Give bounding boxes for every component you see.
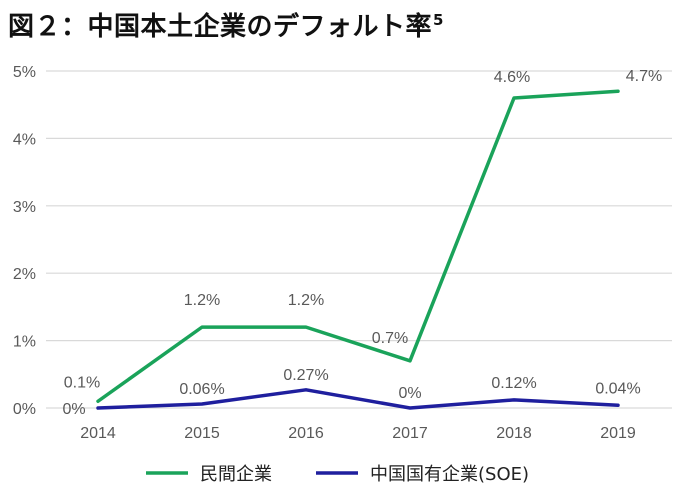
data-label-soe: 0% [62, 401, 85, 418]
data-label-soe: 0.27% [283, 367, 328, 384]
title-footnote-mark: 5 [433, 11, 444, 30]
data-label-private: 1.2% [184, 292, 220, 309]
data-label-private: 0.1% [64, 374, 100, 391]
data-label-soe: 0.04% [595, 380, 640, 397]
data-label-private: 4.6% [494, 69, 530, 86]
y-tick-label: 3% [13, 199, 36, 216]
series-lines [96, 89, 620, 410]
data-label-soe: 0.06% [179, 381, 224, 398]
data-label-soe: 0.12% [491, 375, 536, 392]
y-tick-label: 5% [13, 64, 36, 81]
y-tick-label: 0% [13, 401, 36, 418]
y-axis-ticks: 0% 1% 2% 3% 4% 5% [13, 64, 36, 418]
data-label-private: 1.2% [288, 292, 324, 309]
y-tick-label: 1% [13, 334, 36, 351]
chart-title-text: 図２：中国本土企業のデフォルト率 [8, 12, 433, 42]
chart-title: 図２：中国本土企業のデフォルト率5 [8, 6, 444, 43]
x-tick-label: 2016 [288, 425, 324, 442]
x-axis-ticks: 2014 2015 2016 2017 2018 2019 [80, 425, 636, 442]
x-tick-label: 2017 [392, 425, 428, 442]
gridlines [46, 70, 672, 409]
x-tick-label: 2019 [600, 425, 636, 442]
x-tick-label: 2015 [184, 425, 220, 442]
x-tick-label: 2018 [496, 425, 532, 442]
legend-label: 中国国有企業(SOE) [370, 464, 529, 485]
data-label-private: 0.7% [372, 330, 408, 347]
series-line-private [96, 89, 620, 404]
x-tick-label: 2014 [80, 425, 116, 442]
legend-item-soe: 中国国有企業(SOE) [316, 464, 529, 485]
legend-item-private: 民間企業 [146, 464, 272, 485]
legend: 民間企業 中国国有企業(SOE) [146, 464, 529, 485]
data-labels: 0.1% 1.2% 1.2% 0.7% 4.6% 4.7% 0% 0.06% 0.27% 0% 0.… [62, 68, 662, 418]
y-tick-label: 4% [13, 131, 36, 148]
data-label-soe: 0% [398, 385, 421, 402]
series-line-soe [96, 388, 620, 410]
data-label-private: 4.7% [626, 68, 662, 85]
legend-label: 民間企業 [200, 464, 272, 485]
y-tick-label: 2% [13, 266, 36, 283]
